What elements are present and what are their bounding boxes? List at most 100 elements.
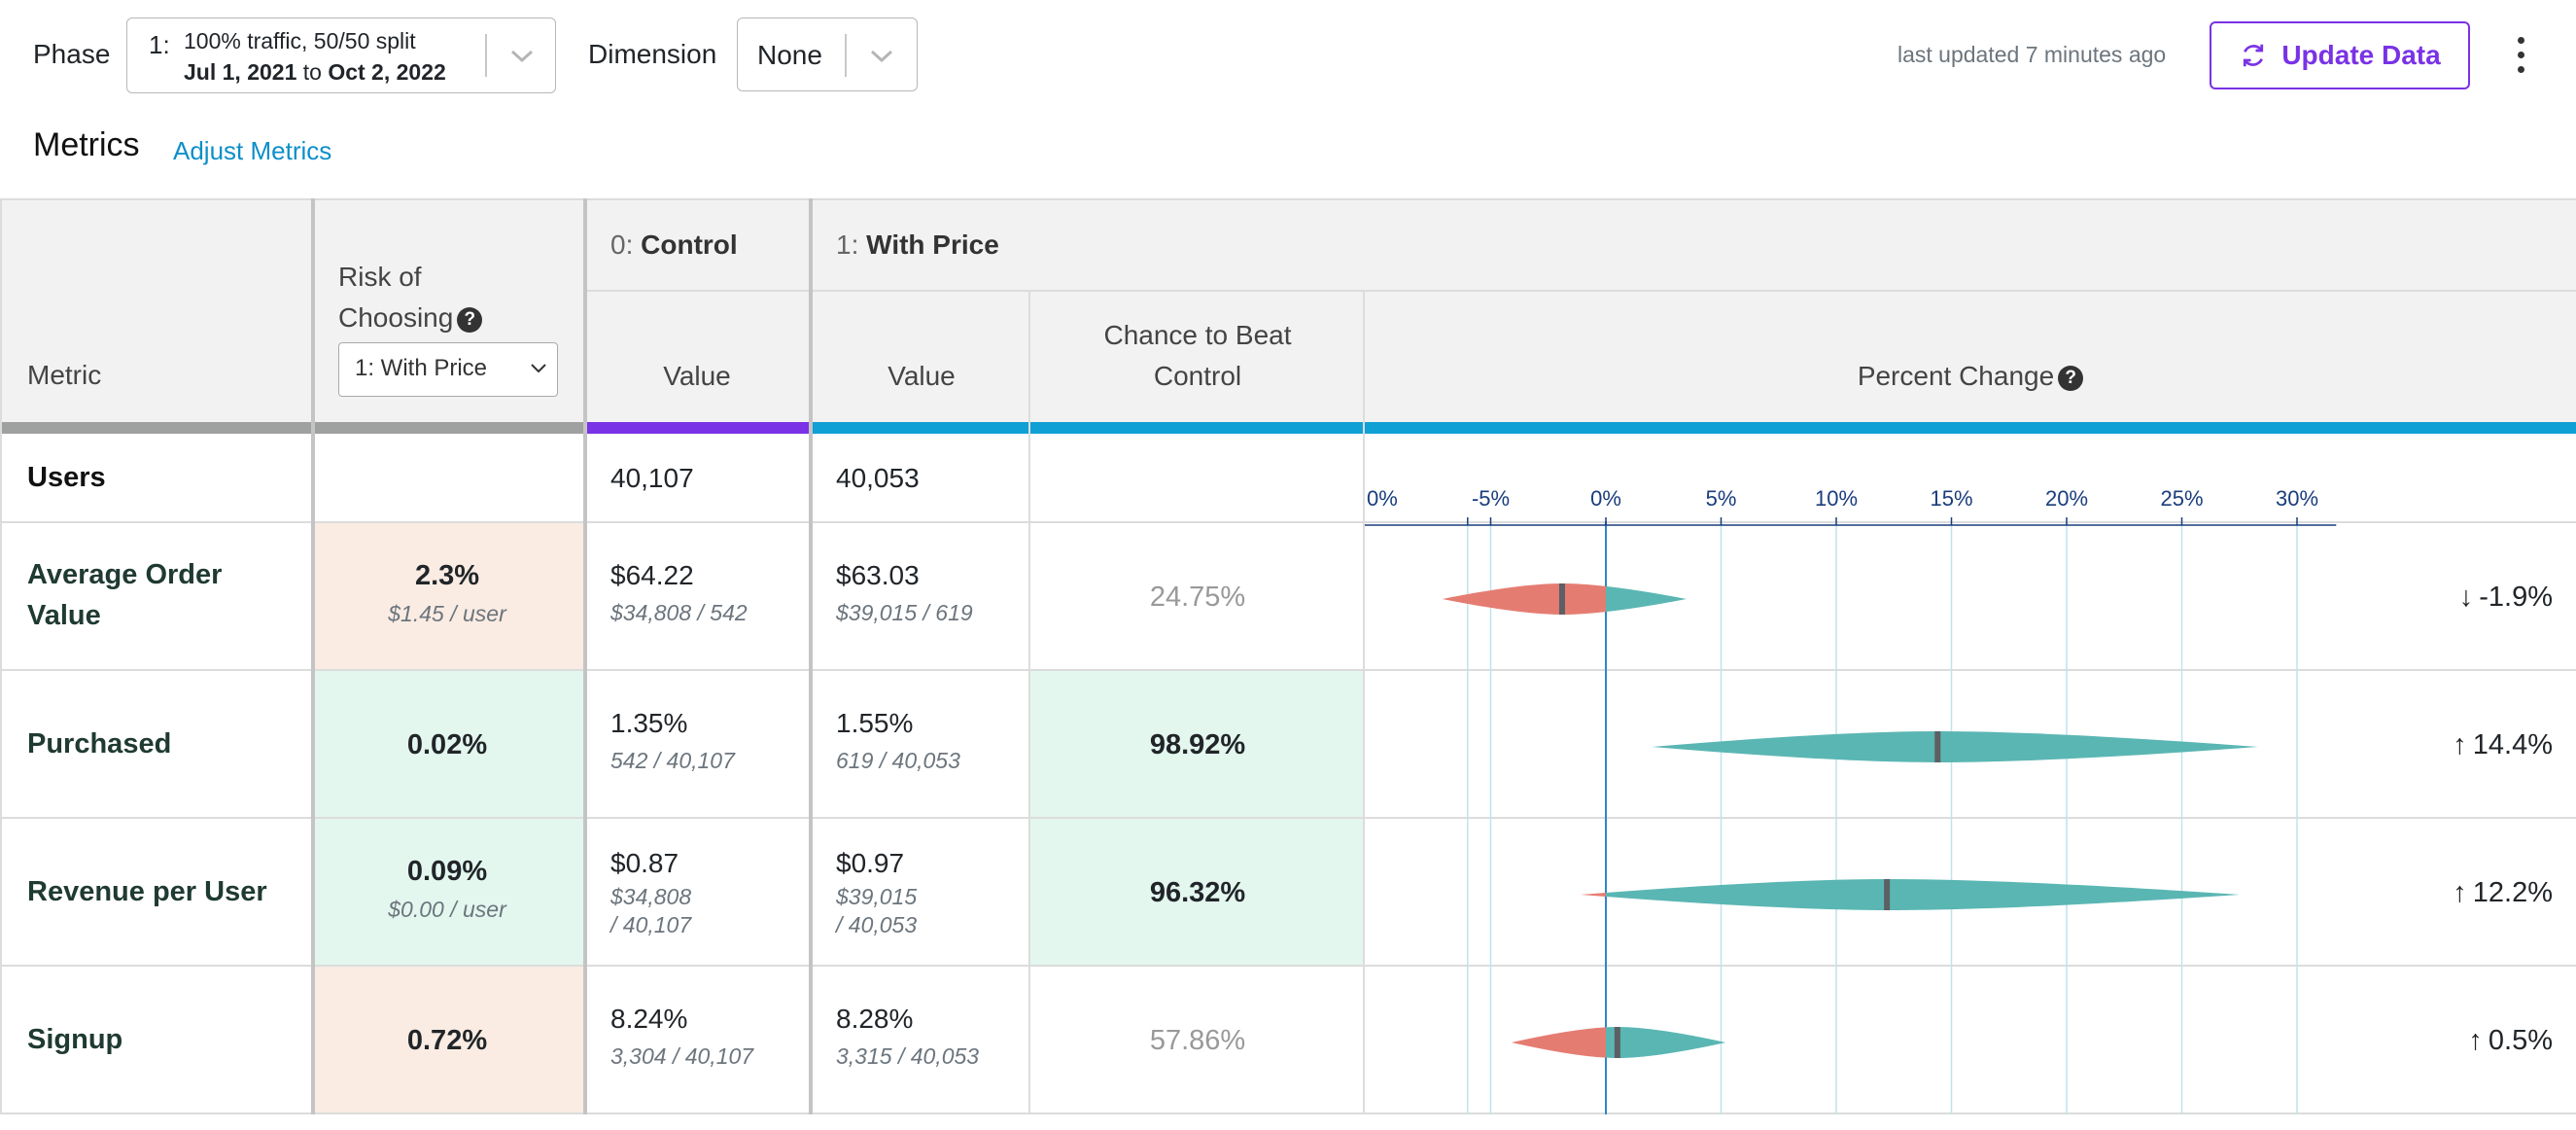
variant-value: $0.97 — [836, 848, 905, 878]
chance-to-beat-value: 98.92% — [1149, 729, 1246, 760]
control-value-header: Value — [663, 361, 731, 391]
phase-start-date: Jul 1, 2021 — [184, 59, 297, 85]
phase-description: 100% traffic, 50/50 split — [184, 28, 416, 53]
help-icon[interactable]: ? — [457, 306, 483, 333]
percent-change-value: ↑ 14.4% — [2453, 729, 2553, 760]
phase-select[interactable]: 1: 100% traffic, 50/50 split Jul 1, 2021… — [126, 18, 556, 93]
variant-number: 1: — [836, 230, 859, 260]
variant-fraction: 3,315 / 40,053 — [836, 1043, 980, 1069]
risk-header-line2: Choosing — [338, 302, 454, 333]
phase-end-date: Oct 2, 2022 — [328, 59, 446, 85]
users-row-label: Users — [27, 462, 106, 493]
phase-to-word: to — [302, 59, 322, 85]
column-divider — [583, 198, 587, 1114]
dimension-select[interactable]: None — [737, 18, 918, 91]
risk-cell-bg — [313, 671, 587, 819]
chance-to-beat-value: 96.32% — [1149, 877, 1246, 908]
variant-value: $63.03 — [836, 560, 920, 590]
violin-positive — [1652, 731, 2258, 762]
metric-name: Revenue per User — [27, 876, 267, 907]
adjust-metrics-link[interactable]: Adjust Metrics — [173, 136, 332, 165]
axis-tick-label: 0% — [1367, 486, 1398, 511]
chevron-down-icon[interactable] — [508, 48, 536, 65]
row-divider — [0, 521, 2576, 523]
ctb-header-line2: Control — [1153, 361, 1242, 391]
risk-value: 2.3% — [414, 560, 480, 591]
metric-name: Purchased — [27, 728, 172, 759]
control-fraction: $34,808 / 542 — [610, 600, 748, 625]
dimension-label: Dimension — [588, 39, 717, 69]
violin-negative — [1511, 1027, 1606, 1058]
axis-tick-label: 30% — [2276, 486, 2318, 511]
ctb-win-bg — [1030, 671, 1365, 967]
update-data-button[interactable]: Update Data — [2210, 21, 2470, 89]
violin-positive — [1606, 879, 2240, 910]
violin-negative — [1580, 893, 1606, 897]
control-value: $0.87 — [610, 848, 679, 878]
risk-header-line1: Risk of — [338, 262, 422, 292]
arrow-up-icon: ↑ — [2453, 877, 2467, 908]
axis-tick-label: -5% — [1472, 486, 1510, 511]
axis-tick-label: 15% — [1930, 486, 1972, 511]
results-table: Metric Risk of Choosing? 1: With Price 0… — [0, 198, 2576, 1130]
expected-value-marker — [1558, 583, 1565, 615]
phase-number: 1: — [149, 30, 170, 59]
variant-fraction: 619 / 40,053 — [836, 748, 960, 773]
chance-to-beat-header: Chance to Beat Control — [1030, 315, 1365, 397]
risk-per-user: $1.45 / user — [388, 601, 506, 626]
control-fraction: 3,304 / 40,107 — [610, 1043, 754, 1069]
expected-value-marker — [1934, 731, 1941, 762]
control-value: $64.22 — [610, 560, 694, 590]
percent-change-violin-chart: 0% -5% 0% 5% 10% 15% 20% 25% 30% — [1365, 486, 2337, 1114]
risk-per-user: $0.00 / user — [388, 897, 506, 922]
chevron-down-icon[interactable] — [868, 48, 895, 65]
users-control-count: 40,107 — [610, 463, 694, 493]
axis-tick-label: 20% — [2045, 486, 2088, 511]
axis-tick-label: 5% — [1706, 486, 1737, 511]
last-updated-text: last updated 7 minutes ago — [1897, 42, 2167, 67]
ctb-header-line1: Chance to Beat — [1103, 320, 1292, 350]
percent-change-value: ↓ -1.9% — [2458, 582, 2553, 613]
risk-variation-value: 1: With Price — [355, 355, 488, 381]
variant-value-header: Value — [888, 361, 956, 391]
chance-to-beat-value: 24.75% — [1149, 582, 1246, 613]
arrow-up-icon: ↑ — [2453, 729, 2467, 760]
variant-fraction: $39,015 / 619 — [836, 600, 973, 625]
expected-value-marker — [1884, 879, 1891, 910]
risk-value: 0.02% — [406, 729, 488, 760]
metrics-title: Metrics — [33, 126, 140, 163]
table-border — [0, 198, 2, 1114]
help-icon[interactable]: ? — [2058, 365, 2084, 391]
row-divider — [0, 817, 2576, 819]
refresh-icon — [2244, 44, 2264, 67]
users-variant-count: 40,053 — [836, 463, 920, 493]
axis-tick-label: 10% — [1815, 486, 1858, 511]
control-value: 1.35% — [610, 708, 688, 738]
phase-date-range: Jul 1, 2021 to Oct 2, 2022 — [184, 59, 446, 86]
variant-fraction: $39,015/ 40,053 — [836, 884, 918, 937]
percent-change-label: Percent Change — [1857, 361, 2055, 391]
column-divider — [1028, 290, 1030, 1114]
control-fraction: 542 / 40,107 — [610, 748, 735, 773]
header-divider — [587, 290, 2576, 292]
percent-change-value: ↑ 12.2% — [2453, 877, 2553, 908]
axis-tick-label: 25% — [2160, 486, 2203, 511]
control-number: 0: — [610, 230, 634, 260]
control-value: 8.24% — [610, 1004, 688, 1034]
risk-value: 0.09% — [406, 856, 488, 887]
violin-positive — [1606, 585, 1687, 613]
control-fraction: $34,808/ 40,107 — [610, 884, 692, 937]
more-options-icon[interactable] — [2508, 37, 2533, 82]
column-divider — [809, 198, 813, 1114]
risk-cell-bg — [313, 523, 587, 671]
risk-variation-select[interactable]: 1: With Price — [338, 342, 558, 397]
arrow-up-icon: ↑ — [2468, 1025, 2483, 1056]
row-divider — [0, 1112, 2576, 1114]
axis-tick-label: 0% — [1590, 486, 1621, 511]
metric-name: Signup — [27, 1024, 123, 1055]
percent-change-value: ↑ 0.5% — [2468, 1025, 2553, 1056]
variant-variation-header: 1: With Price — [836, 230, 999, 261]
select-separator — [845, 34, 847, 77]
column-divider — [311, 198, 315, 1114]
control-color-bar — [587, 422, 813, 434]
